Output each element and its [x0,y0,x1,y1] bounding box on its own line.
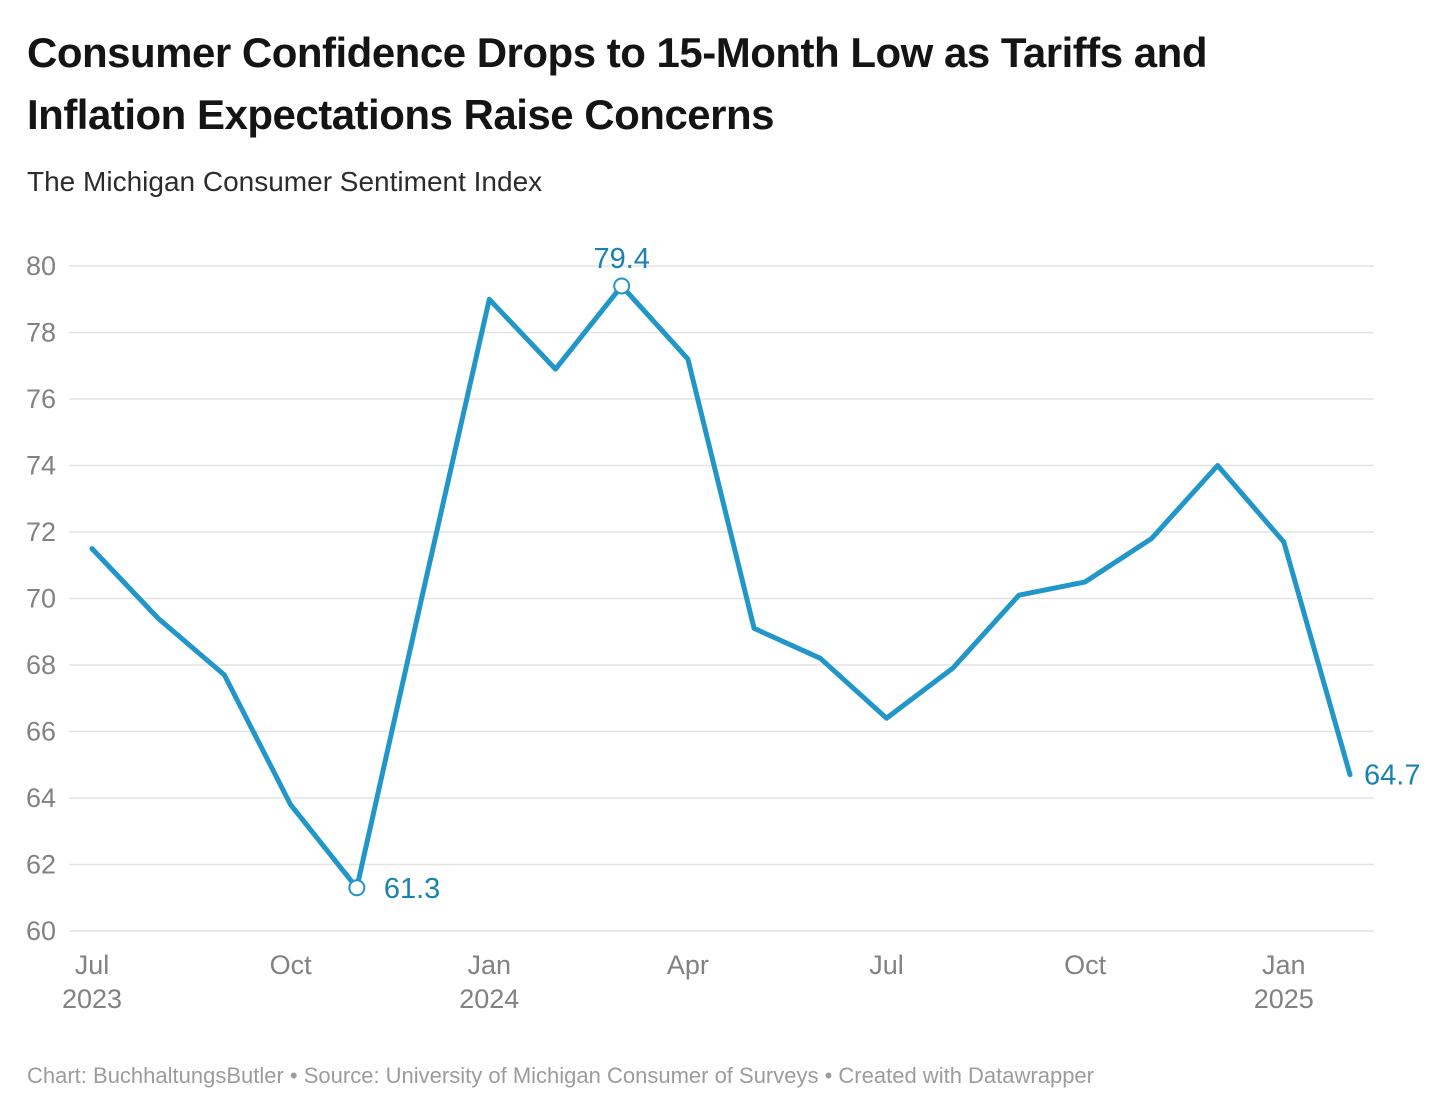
chart-title-line-1: Consumer Confidence Drops to 15-Month Lo… [27,29,1207,76]
chart-header: Consumer Confidence Drops to 15-Month Lo… [27,22,1417,146]
chart-title: Consumer Confidence Drops to 15-Month Lo… [27,22,1417,146]
chart-footer-byline: Chart: BuchhaltungsButler • Source: Univ… [27,1063,1094,1088]
y-tick-label: 72 [26,517,56,547]
data-value-label: 61.3 [384,873,440,905]
y-tick-label: 78 [26,318,56,348]
x-tick-label: Jan [1262,950,1306,980]
data-value-label: 79.4 [593,243,649,275]
data-value-label: 64.7 [1364,760,1420,792]
y-tick-label: 62 [26,850,56,880]
x-tick-label: Oct [1064,950,1107,980]
sentiment-index-line [89,283,1353,891]
x-tick-label: Apr [667,950,709,980]
x-tick-label: Jul [869,950,904,980]
x-tick-year-label: 2024 [459,984,519,1014]
chart-subtitle: The Michigan Consumer Sentiment Index [27,166,543,197]
data-point-marker [348,879,366,897]
y-tick-label: 66 [26,717,56,747]
y-tick-label: 68 [26,650,56,680]
y-tick-label: 64 [26,783,56,813]
y-tick-label: 60 [26,916,56,946]
x-tick-label: Jul [75,950,110,980]
data-point-marker [613,277,631,295]
chart-title-line-2: Inflation Expectations Raise Concerns [27,91,775,138]
y-tick-label: 70 [26,584,56,614]
y-tick-label: 74 [26,451,56,481]
x-tick-label: Oct [270,950,313,980]
y-tick-label: 80 [26,251,56,281]
x-tick-year-label: 2025 [1254,984,1314,1014]
x-tick-year-label: 2023 [62,984,122,1014]
y-tick-label: 76 [26,384,56,414]
x-tick-label: Jan [467,950,511,980]
